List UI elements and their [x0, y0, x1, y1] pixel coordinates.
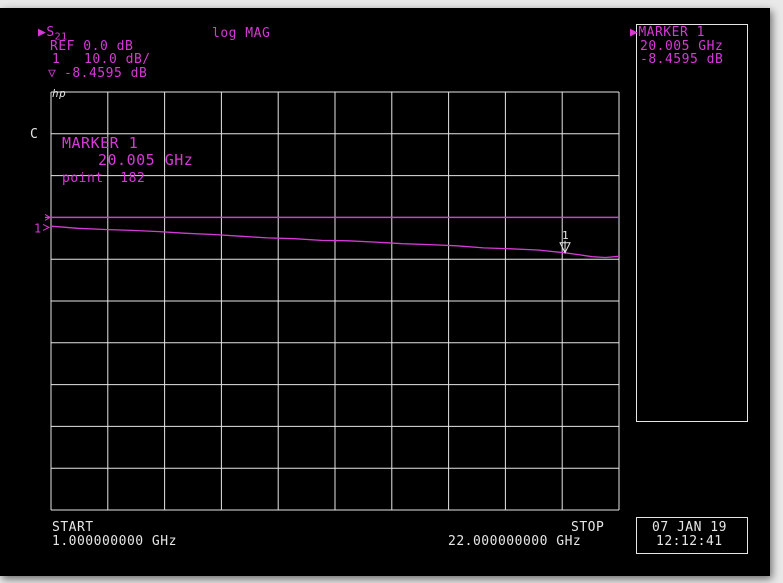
reference-level: REF 0.0 dB: [50, 39, 134, 54]
annotation-title: MARKER 1: [62, 134, 139, 152]
reference-arrow-icon: [44, 213, 51, 221]
annotation-point: point 182: [62, 171, 146, 186]
channel-indicator: 1: [52, 52, 61, 67]
marker-panel-title: ▶MARKER 1: [630, 26, 705, 39]
scale-label: 10.0 dB/: [84, 52, 151, 67]
marker-panel-freq: 20.005 GHz: [640, 39, 724, 54]
reference-pointer-icon: [42, 223, 51, 231]
start-value: 1.000000000 GHz: [52, 534, 177, 549]
trace-line: [50, 225, 620, 259]
annotation-freq: 20.005 GHz: [98, 151, 194, 169]
graticule: [50, 91, 620, 511]
play-arrow-icon: ▶: [38, 25, 47, 40]
marker-readout-value: -8.4595 dB: [64, 66, 148, 81]
marker-panel-title-text: MARKER 1: [638, 25, 705, 40]
reference-channel-label: 1: [34, 221, 41, 235]
s-parameter-label: ▶S21: [38, 26, 68, 44]
hp-logo: hp: [52, 87, 67, 100]
time-label: 12:12:41: [656, 534, 723, 549]
stop-value: 22.000000000 GHz: [448, 534, 582, 549]
s-parameter-sub: 21: [54, 31, 68, 43]
marker-delta-icon: ▽: [48, 66, 57, 81]
reference-marker: 1: [34, 213, 51, 235]
marker-triangle-icon: [559, 242, 571, 254]
marker-panel: [636, 24, 748, 422]
start-label: START: [52, 520, 94, 535]
format-label: log MAG: [212, 26, 271, 41]
datetime-box: [636, 517, 748, 554]
analyzer-screen: ▶S21 log MAG REF 0.0 dB 1 10.0 dB/ ▽ -8.…: [0, 8, 770, 576]
s-parameter-main: S: [46, 25, 55, 40]
trace-plot: 1 1: [34, 91, 620, 511]
coupled-flag: C: [30, 127, 39, 142]
marker-panel-value: -8.4595 dB: [640, 52, 724, 67]
marker-1-symbol: 1: [559, 229, 571, 254]
date-label: 07 JAN 19: [652, 520, 727, 535]
stop-label: STOP: [571, 520, 605, 535]
marker-number-label: 1: [562, 229, 569, 242]
play-arrow-icon: ▶: [630, 25, 639, 40]
